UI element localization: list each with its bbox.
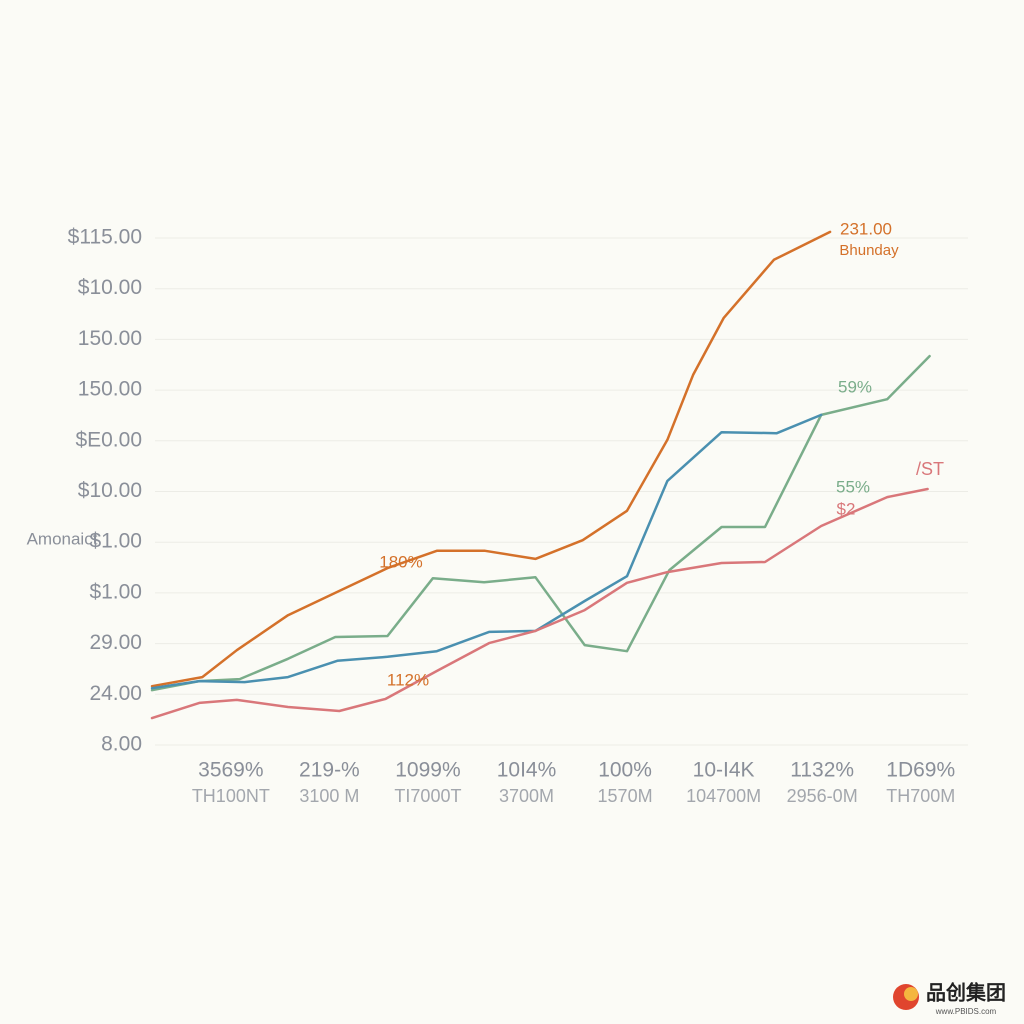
y-tick-label: $115.00 [68,226,142,249]
y-tick-label: 150.00 [78,378,142,401]
annotation: 59% [838,377,872,396]
x-tick-label: 1132% [790,759,854,782]
x-tick-sublabel: 3700M [499,786,554,806]
y-tick-label: $10.00 [78,276,142,299]
line-series [150,230,832,688]
y-tick-label: $E0.00 [75,428,142,451]
x-tick-sublabel: 1570M [598,786,653,806]
x-tick-label: 100% [598,759,652,782]
y-tick-label: 24.00 [89,682,142,705]
y-tick-label: 150.00 [78,327,142,350]
x-tick-sublabel: 2956-0M [787,786,858,806]
x-tick-sublabel: TH700M [886,786,955,806]
annotation: $2 [837,499,856,518]
x-tick-sublabel: 3100 M [299,786,359,806]
y-tick-label: $1.00 [89,580,142,603]
x-tick-sublabel: TI7000T [394,786,461,806]
watermark-url: www.PBIDS.com [935,1007,997,1016]
watermark: 品创集团 www.PBIDS.com [893,980,1006,1016]
line-series [150,487,929,720]
x-tick-label: 219-% [299,759,360,782]
annotation: 180% [379,552,422,571]
y-tick-label: 29.00 [89,631,142,654]
watermark-text: 品创集团 [926,980,1006,1004]
x-tick-label: 3569% [198,759,263,782]
y-tick-label: $10.00 [78,479,142,502]
x-tick-label: 10-I4K [693,759,755,782]
x-tick-label: 10I4% [497,759,557,782]
x-tick-label: 1D69% [886,759,955,782]
y-tick-label: $1.00 [89,530,142,553]
annotation: 112% [387,670,429,689]
y-axis-label: Amonaict [27,529,98,548]
annotation: /ST [916,459,944,479]
line-series [150,354,931,692]
x-tick-sublabel: 104700M [686,786,761,806]
annotation: 55% [836,477,870,496]
annotation: Bhunday [839,242,899,259]
x-tick-sublabel: TH100NT [192,786,270,806]
watermark-logo-inner [904,987,918,1001]
y-tick-label: 8.00 [101,733,142,756]
x-tick-label: 1099% [395,759,460,782]
annotation: 231.00 [840,219,892,238]
line-series [150,413,823,690]
